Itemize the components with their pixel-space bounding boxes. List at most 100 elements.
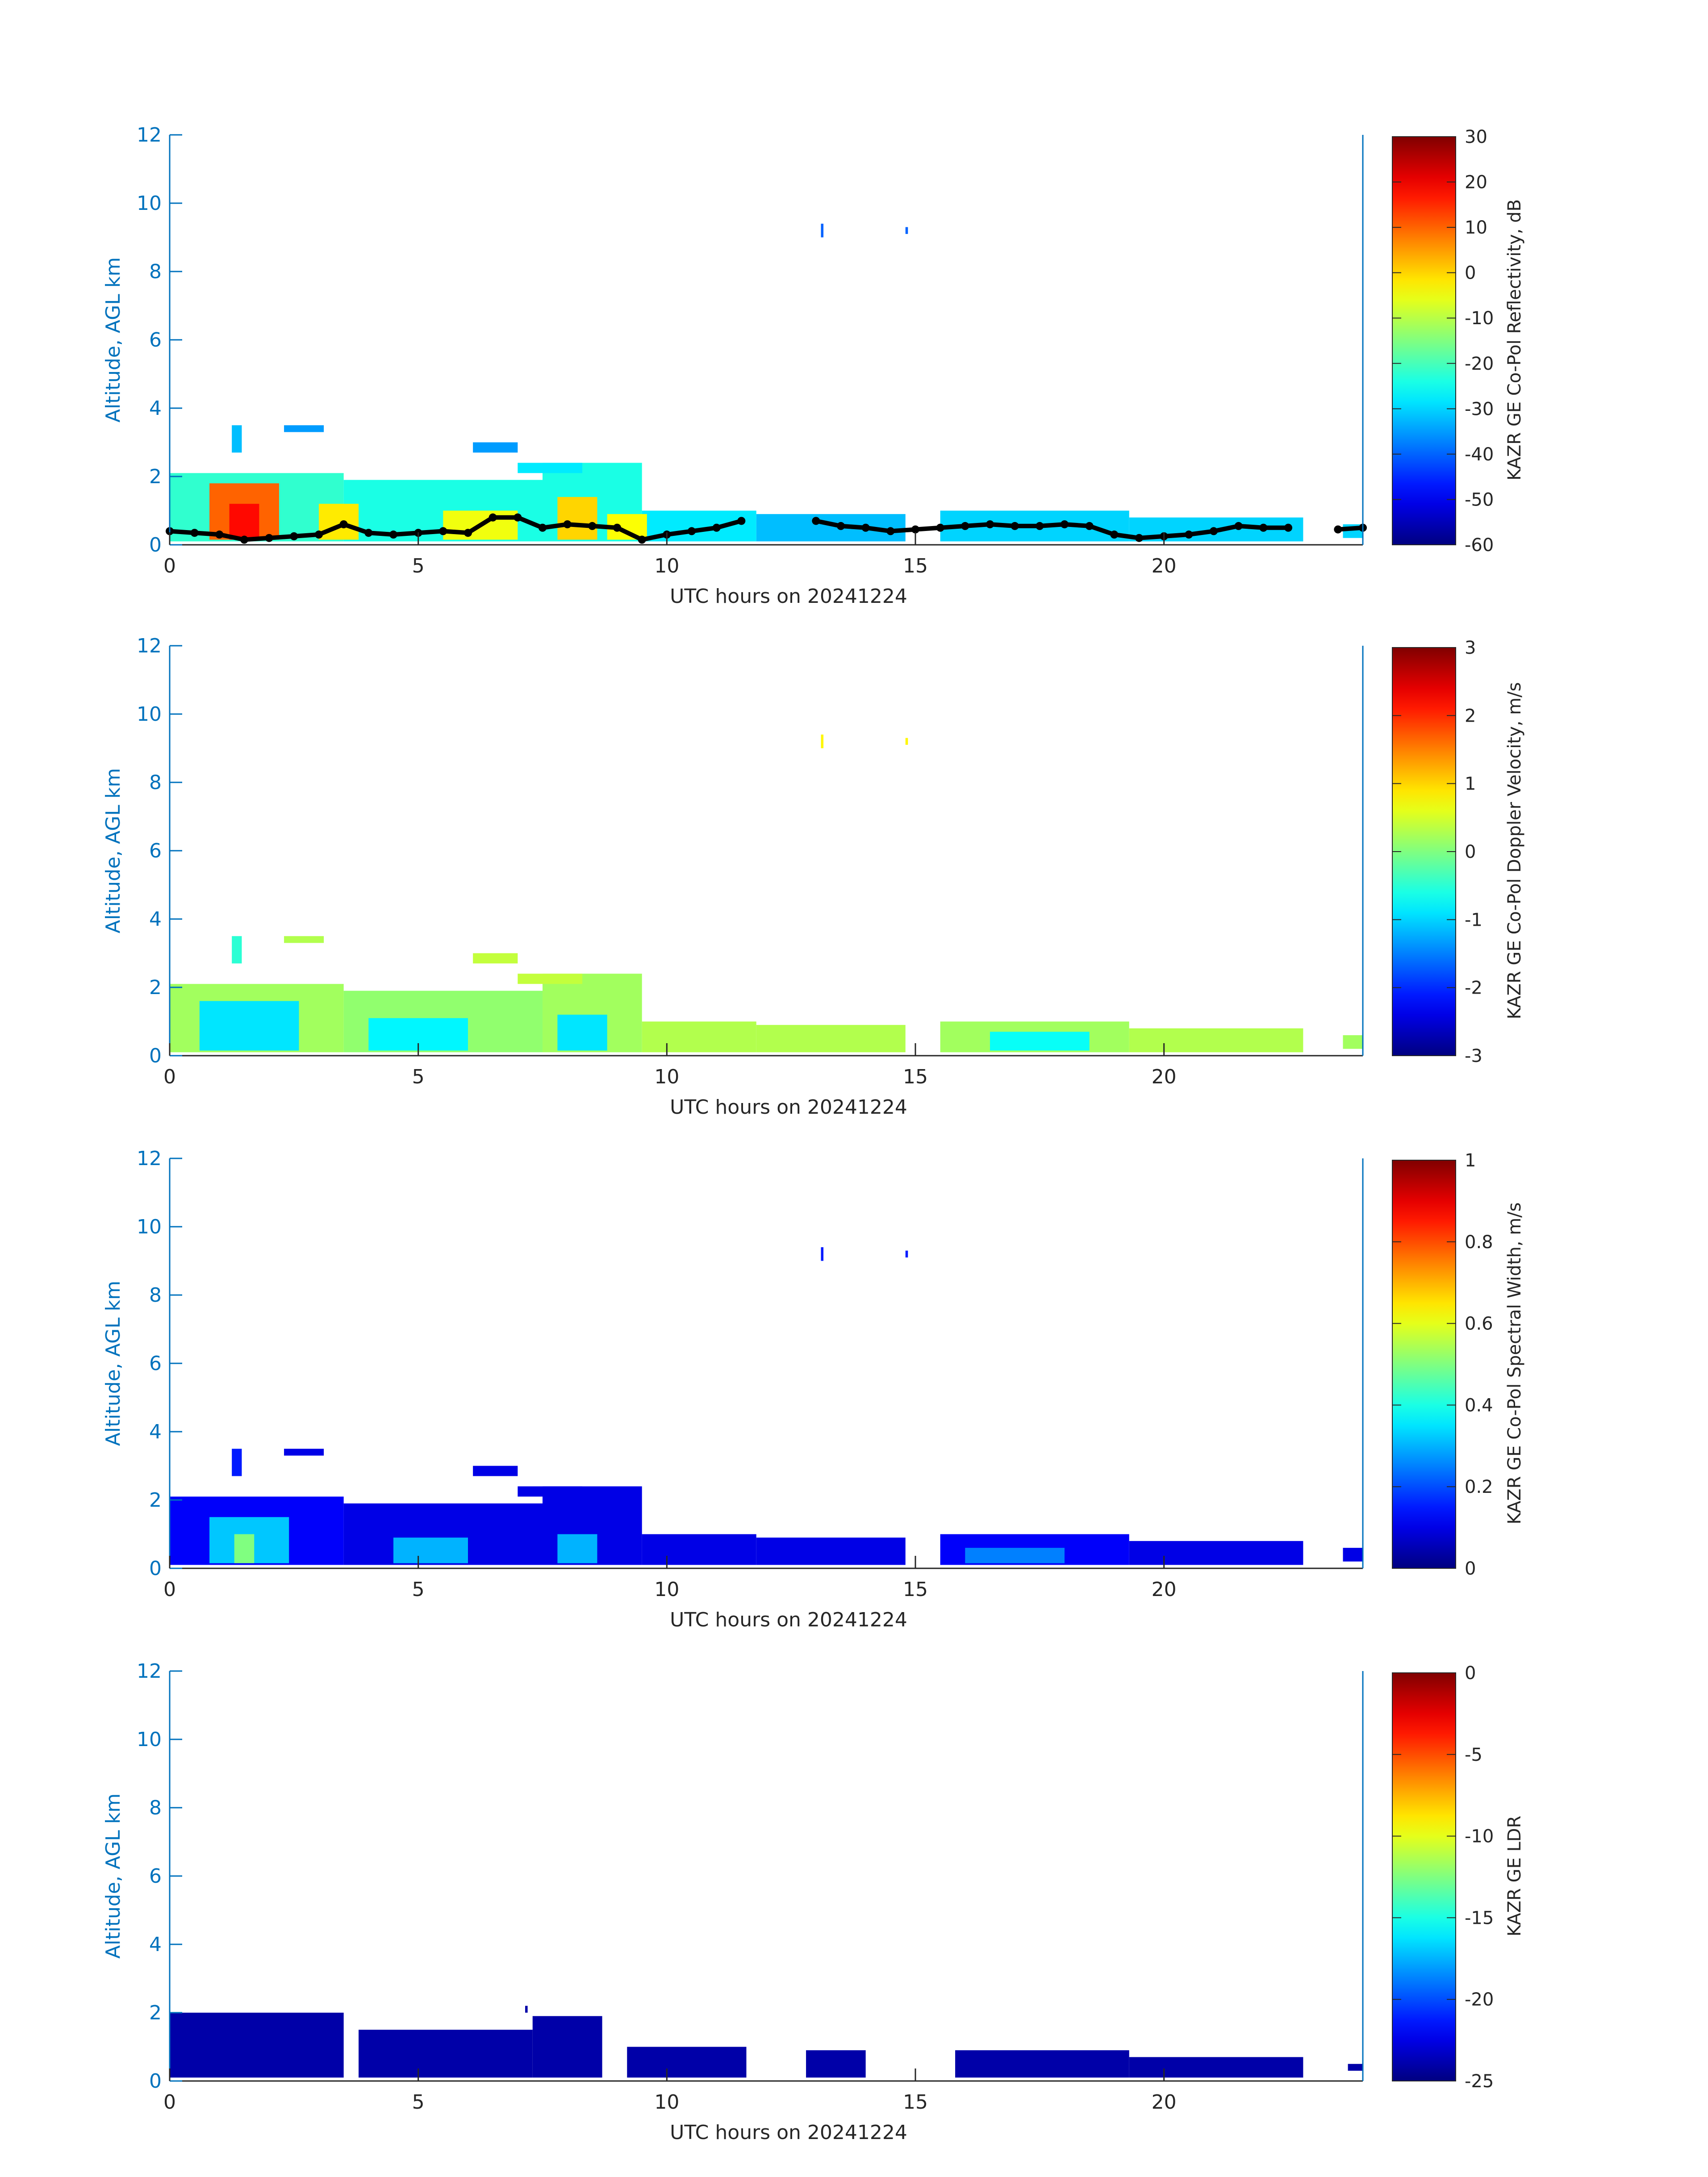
heatmap-region-16 bbox=[473, 442, 518, 453]
x-axis-label: UTC hours on 20241224 bbox=[670, 2121, 907, 2144]
heatmap-region-6 bbox=[1129, 2057, 1303, 2078]
x-tick-label: 5 bbox=[412, 1066, 425, 1088]
colorbar-tick-label: -15 bbox=[1465, 1908, 1494, 1928]
y-tick-label: 4 bbox=[149, 1421, 162, 1443]
x-tick-label: 20 bbox=[1152, 1578, 1177, 1601]
colorbar-tick-label: 0 bbox=[1465, 1559, 1476, 1579]
colorbar-gradient bbox=[1392, 647, 1456, 1056]
x-tick-label: 10 bbox=[654, 2091, 679, 2114]
colorbar-tick-label: 1 bbox=[1465, 774, 1476, 794]
panel-ldr: 0 2 4 6 8 10 12 0 5 10 15 20 UTC hours on 20241224 Al… bbox=[102, 1660, 1525, 2144]
y-tick-label: 10 bbox=[137, 1728, 162, 1751]
x-tick-label: 15 bbox=[903, 1578, 928, 1601]
colorbar-tick-label: 0.2 bbox=[1465, 1477, 1493, 1497]
heatmap-region-0 bbox=[170, 2013, 344, 2078]
heatmap-region-19 bbox=[905, 227, 908, 234]
y-tick-label: 12 bbox=[137, 1147, 162, 1170]
colorbar: 30 20 10 0 -10 -20 -30 -40 -50 -60 KAZR GE Co-Pol … bbox=[1392, 127, 1525, 556]
heatmap-region-14 bbox=[473, 953, 518, 964]
y-tick-label: 6 bbox=[149, 329, 162, 351]
colorbar-tick-label: -30 bbox=[1465, 399, 1494, 419]
colorbar-gradient bbox=[1392, 1160, 1456, 1569]
heatmap-region-18 bbox=[821, 223, 824, 238]
colorbar-tick-label: 0.6 bbox=[1465, 1314, 1493, 1334]
colorbar-label: KAZR GE Co-Pol Reflectivity, dB bbox=[1504, 199, 1525, 481]
heatmap-region-12 bbox=[557, 497, 597, 540]
heatmap-region-11 bbox=[990, 1032, 1090, 1051]
heatmap-region-15 bbox=[473, 1466, 518, 1476]
colorbar: 3 2 1 0 -1 -2 -3 KAZR GE Co-Pol Doppler Velocit… bbox=[1392, 638, 1525, 1066]
colorbar-tick-label: -1 bbox=[1465, 910, 1482, 930]
y-tick-label: 10 bbox=[137, 703, 162, 726]
colorbar-tick-label: -2 bbox=[1465, 978, 1482, 999]
x-tick-label: 10 bbox=[654, 555, 679, 577]
heatmap-region-6 bbox=[1129, 1028, 1303, 1053]
colorbar-tick-label: 1 bbox=[1465, 1150, 1476, 1171]
heatmap-region-15 bbox=[518, 974, 583, 984]
y-tick-label: 12 bbox=[137, 1660, 162, 1683]
panel-reflectivity: 0 2 4 6 8 10 12 0 5 10 15 20 UTC hours on 20241224 Al… bbox=[102, 124, 1525, 608]
colorbar-tick-label: 0 bbox=[1465, 263, 1476, 284]
y-tick-label: 0 bbox=[149, 1557, 162, 1580]
y-axis-label: Altitude, AGL km bbox=[102, 1281, 125, 1446]
colorbar-tick-label: 30 bbox=[1465, 127, 1487, 147]
heatmap-region-2 bbox=[532, 2016, 602, 2078]
heatmap-region-12 bbox=[232, 936, 242, 964]
y-tick-label: 4 bbox=[149, 397, 162, 420]
heatmap-region-10 bbox=[393, 1538, 468, 1563]
x-tick-label: 20 bbox=[1152, 1066, 1177, 1088]
y-tick-label: 2 bbox=[149, 1489, 162, 1512]
heatmap-region-7 bbox=[1348, 2064, 1363, 2071]
heatmap-region-6 bbox=[1129, 1541, 1303, 1565]
heatmap-region-12 bbox=[965, 1548, 1065, 1563]
x-tick-label: 0 bbox=[163, 555, 176, 577]
heatmap-region-17 bbox=[821, 1247, 824, 1261]
x-tick-label: 15 bbox=[903, 1066, 928, 1088]
x-tick-label: 5 bbox=[412, 555, 425, 577]
y-tick-label: 4 bbox=[149, 908, 162, 931]
x-tick-label: 10 bbox=[654, 1066, 679, 1088]
heatmap-region-13 bbox=[284, 936, 324, 943]
colorbar-tick-label: 10 bbox=[1465, 217, 1487, 238]
x-axis-label: UTC hours on 20241224 bbox=[670, 1609, 907, 1631]
heatmap-region-15 bbox=[284, 425, 324, 432]
heatmap-region-9 bbox=[234, 1534, 255, 1563]
colorbar-tick-label: -60 bbox=[1465, 535, 1494, 556]
colorbar-label: KAZR GE Co-Pol Spectral Width, m/s bbox=[1504, 1202, 1525, 1524]
x-axis-label: UTC hours on 20241224 bbox=[670, 585, 907, 608]
x-tick-label: 0 bbox=[163, 2091, 176, 2114]
heatmap-region-8 bbox=[199, 1001, 299, 1051]
heatmap-region-4 bbox=[756, 514, 906, 542]
y-tick-label: 2 bbox=[149, 465, 162, 488]
x-tick-label: 5 bbox=[412, 1578, 425, 1601]
heatmap-region-4 bbox=[756, 1538, 906, 1565]
colorbar-tick-label: -40 bbox=[1465, 444, 1494, 465]
y-tick-label: 6 bbox=[149, 840, 162, 862]
x-tick-label: 20 bbox=[1152, 555, 1177, 577]
heatmap-region-7 bbox=[1343, 1035, 1363, 1049]
heatmap-region-16 bbox=[821, 734, 824, 748]
colorbar-tick-label: 3 bbox=[1465, 638, 1476, 658]
heatmap-layer bbox=[170, 2006, 1363, 2078]
heatmap-region-4 bbox=[756, 1025, 906, 1053]
y-tick-label: 12 bbox=[137, 124, 162, 146]
colorbar-tick-label: 0.4 bbox=[1465, 1395, 1493, 1416]
colorbar-tick-label: -20 bbox=[1465, 1989, 1494, 2010]
heatmap-region-16 bbox=[518, 1486, 583, 1497]
y-tick-label: 0 bbox=[149, 2070, 162, 2093]
y-axis-label: Altitude, AGL km bbox=[102, 257, 125, 422]
y-axis-label: Altitude, AGL km bbox=[102, 768, 125, 933]
heatmap-layer bbox=[170, 1247, 1363, 1565]
heatmap-region-5 bbox=[955, 2050, 1129, 2078]
colorbar-label: KAZR GE Co-Pol Doppler Velocity, m/s bbox=[1504, 682, 1525, 1020]
heatmap-region-9 bbox=[229, 504, 259, 540]
y-tick-label: 0 bbox=[149, 534, 162, 556]
x-tick-label: 15 bbox=[903, 555, 928, 577]
colorbar-tick-label: -10 bbox=[1465, 1826, 1494, 1847]
y-tick-label: 8 bbox=[149, 771, 162, 794]
colorbar-tick-label: 0 bbox=[1465, 842, 1476, 862]
y-tick-label: 4 bbox=[149, 1933, 162, 1956]
